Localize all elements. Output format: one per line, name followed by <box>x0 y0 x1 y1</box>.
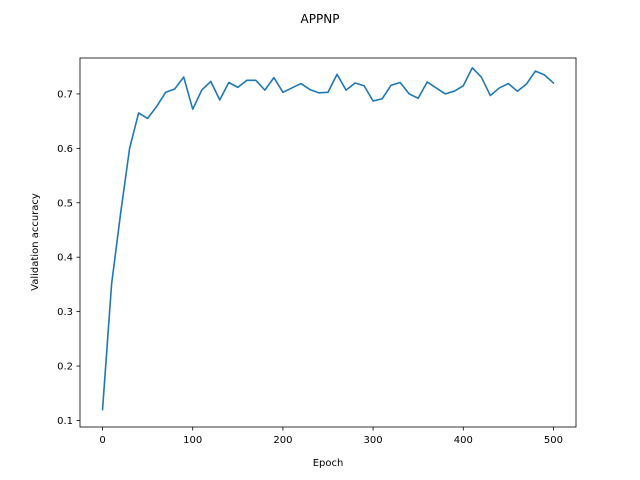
y-axis: 0.1 0.2 0.3 0.4 0.5 0.6 0.7 <box>57 89 80 427</box>
x-axis-label: Epoch <box>313 458 344 469</box>
y-tick-label: 0.2 <box>57 362 73 373</box>
y-tick-label: 0.6 <box>57 144 73 155</box>
plot-area <box>79 57 577 428</box>
series-layer <box>101 67 555 411</box>
y-tick-label: 0.3 <box>57 307 73 318</box>
plot-frame <box>79 57 577 428</box>
x-tick-label: 300 <box>364 435 383 446</box>
y-tick-label: 0.1 <box>57 416 73 427</box>
y-tick-label: 0.7 <box>57 89 73 100</box>
y-axis-label: Validation accuracy <box>30 193 41 291</box>
series-line <box>101 67 555 411</box>
y-tick-label: 0.5 <box>57 198 73 209</box>
chart-title: APPNP <box>301 12 340 26</box>
x-tick-label: 400 <box>454 435 473 446</box>
y-tick-label: 0.4 <box>57 253 73 264</box>
x-tick-label: 200 <box>273 435 292 446</box>
x-tick-label: 100 <box>183 435 202 446</box>
x-axis: 0 100 200 300 400 500 <box>99 427 563 446</box>
x-tick-label: 500 <box>544 435 563 446</box>
x-tick-label: 0 <box>99 435 105 446</box>
